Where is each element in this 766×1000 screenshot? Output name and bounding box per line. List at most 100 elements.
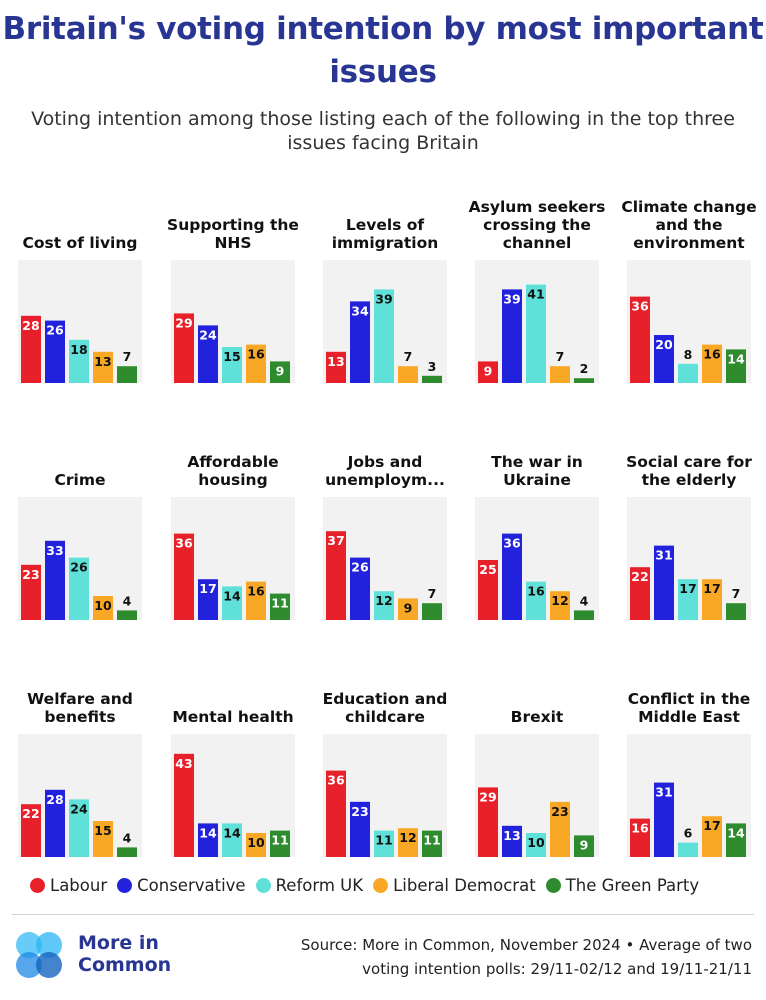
data-label: 9	[276, 363, 285, 378]
bar-reform-uk	[69, 799, 89, 857]
bar-liberal-democrat	[398, 598, 418, 620]
panel-title: Cost of living	[22, 234, 138, 252]
panel-plot-area: 36 20 8 16 14	[627, 260, 751, 383]
bar-liberal-democrat	[702, 816, 722, 857]
panel-plot-area: 29 13 10 23 9	[475, 734, 599, 857]
legend: Labour Conservative Reform UK Liberal De…	[30, 873, 709, 897]
data-label: 6	[684, 826, 693, 841]
data-label: 36	[175, 536, 193, 551]
panel-title: Mental health	[172, 708, 294, 726]
data-label: 26	[351, 560, 369, 575]
data-label: 10	[527, 835, 545, 850]
panel-plot-area: 37 26 12 9 7	[323, 497, 447, 620]
legend-swatch-conservative	[117, 877, 133, 893]
source-line: voting intention polls: 29/11-02/12 and …	[362, 960, 752, 978]
panel-title: Brexit	[510, 708, 564, 726]
legend-swatch-labour	[30, 877, 45, 893]
bar-labour	[21, 564, 41, 620]
bar-labour	[21, 315, 41, 383]
panel-plot-area: 25 36 16 12 4	[475, 497, 599, 620]
bar-conservative	[198, 823, 218, 857]
bar-liberal-democrat	[398, 828, 418, 857]
bar-reform-uk	[374, 289, 394, 383]
data-label: 26	[46, 323, 64, 338]
data-label: 41	[527, 287, 544, 302]
bar-conservative	[350, 301, 370, 383]
bar-the-green-party	[117, 847, 137, 857]
bar-conservative	[502, 533, 522, 620]
legend-item-green-party: The Green Party	[545, 876, 699, 895]
panel-title: Asylum seekers crossing the channel	[468, 198, 606, 252]
panel-bars: 43 14 14 10 11	[174, 753, 290, 857]
bar-reform-uk	[222, 347, 242, 383]
legend-swatch-liberal-democrat	[373, 877, 389, 893]
bar-the-green-party	[422, 375, 442, 383]
brand-name: More in Common	[78, 932, 171, 976]
bar-the-green-party	[726, 603, 746, 620]
data-label: 36	[631, 299, 649, 314]
panel-plot-area: 29 24 15 16 9	[171, 260, 295, 383]
data-label: 14	[223, 588, 241, 603]
bar-conservative	[654, 545, 674, 620]
legend-swatch-green-party	[545, 877, 561, 893]
chart-subtitle: Voting intention among those listing eac…	[31, 108, 735, 154]
data-label: 16	[631, 821, 649, 836]
panel-plot-area: 43 14 14 10 11	[171, 734, 295, 857]
legend-label: Labour	[50, 875, 108, 895]
panel-title: Welfare and benefits	[27, 690, 133, 726]
bar-conservative	[198, 579, 218, 620]
bar-labour	[326, 770, 346, 857]
data-label: 15	[223, 349, 240, 364]
panel-plot-area: 9 39 41 7 2	[475, 260, 599, 383]
bar-reform-uk	[374, 591, 394, 620]
bar-the-green-party	[422, 603, 442, 620]
panel-plot-area: 22 28 24 15 4	[18, 734, 142, 857]
data-label: 39	[375, 291, 392, 306]
bar-labour	[478, 560, 498, 620]
data-label: 14	[727, 351, 745, 366]
bar-the-green-party	[422, 830, 442, 857]
legend-label: Liberal Democrat	[393, 875, 536, 895]
data-label: 7	[123, 349, 132, 364]
data-label: 9	[484, 363, 493, 378]
panel-bars: 25 36 16 12 4	[478, 533, 594, 620]
panel-bars: 22 31 17 17 7	[630, 545, 746, 620]
bar-the-green-party	[270, 593, 290, 620]
bar-the-green-party	[270, 830, 290, 857]
bar-reform-uk	[222, 823, 242, 857]
bar-conservative	[45, 789, 65, 857]
data-label: 11	[423, 833, 440, 848]
data-label: 11	[375, 833, 392, 848]
panel-plot-area: 36 17 14 16 11	[171, 497, 295, 620]
data-label: 29	[479, 789, 496, 804]
bar-reform-uk	[678, 579, 698, 620]
panel-title: Social care for the elderly	[626, 453, 752, 489]
panel-plot-area: 22 31 17 17 7	[627, 497, 751, 620]
bar-reform-uk	[678, 363, 698, 383]
data-label: 37	[327, 533, 344, 548]
panel-title: Affordable housing	[187, 453, 279, 489]
data-label: 20	[655, 337, 673, 352]
legend-item-reform-uk: Reform UK	[255, 876, 363, 895]
bar-liberal-democrat	[550, 366, 570, 383]
data-label: 12	[551, 593, 568, 608]
panel-bars: 36 17 14 16 11	[174, 533, 290, 620]
bar-labour	[174, 533, 194, 620]
panel-title: Climate change and the environment	[621, 198, 757, 252]
bar-conservative	[502, 289, 522, 383]
data-label: 7	[428, 586, 437, 601]
data-label: 16	[247, 584, 265, 599]
bar-liberal-democrat	[702, 579, 722, 620]
panel-title: Conflict in the Middle East	[627, 690, 751, 726]
brand-line: More in	[78, 932, 159, 954]
chart-title: Britain's voting intention by most impor…	[2, 11, 764, 90]
bar-labour	[630, 567, 650, 620]
panel-bars: 22 28 24 15 4	[21, 789, 137, 857]
data-label: 11	[271, 833, 288, 848]
data-label: 17	[199, 581, 216, 596]
panel-title: The war in Ukraine	[491, 453, 583, 489]
bar-liberal-democrat	[93, 596, 113, 620]
bar-labour	[478, 361, 498, 383]
bar-reform-uk	[526, 284, 546, 383]
data-label: 10	[94, 598, 112, 613]
